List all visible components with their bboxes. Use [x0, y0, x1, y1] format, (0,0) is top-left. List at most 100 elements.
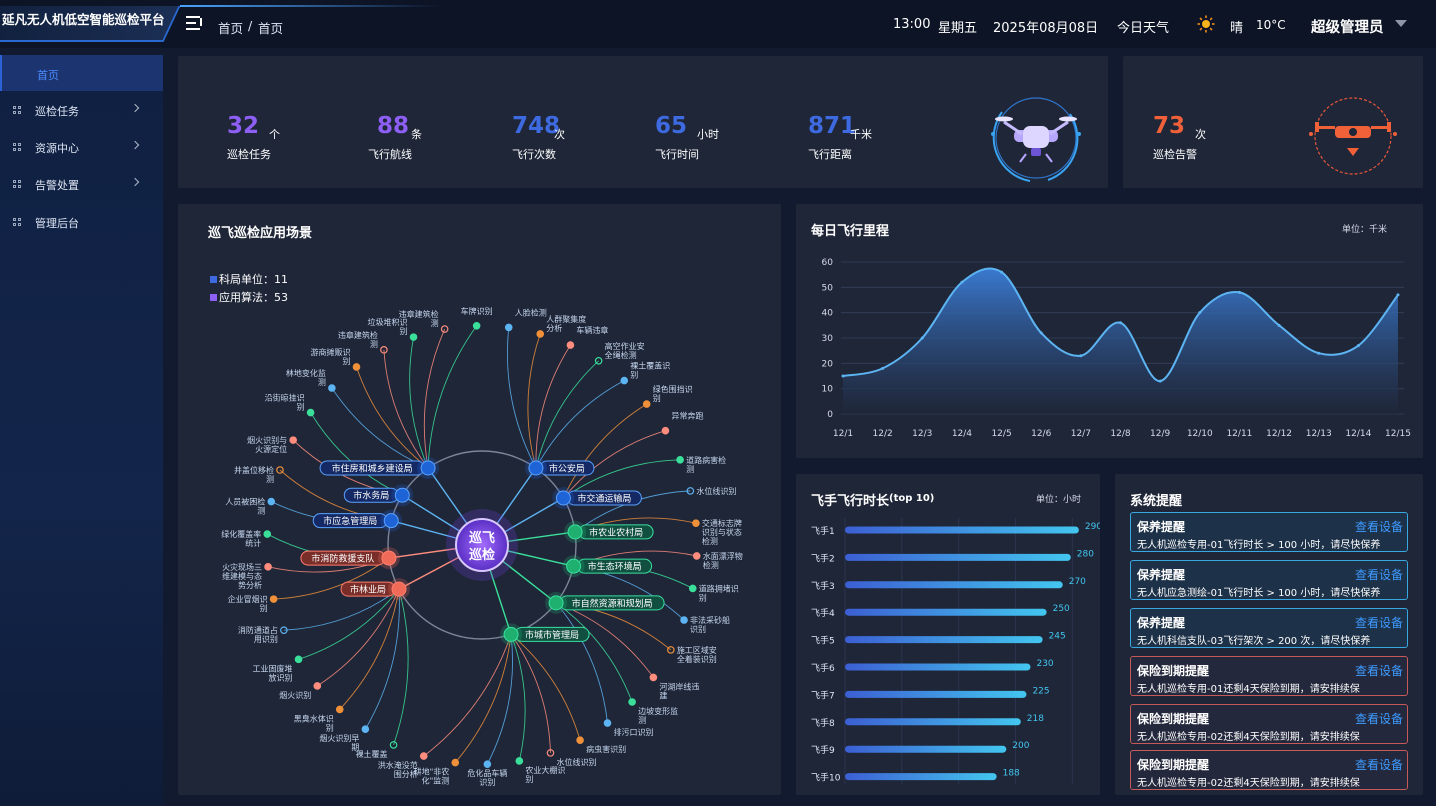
- algorithm-node[interactable]: [451, 758, 460, 767]
- algorithm-node[interactable]: [642, 400, 651, 408]
- algorithm-node[interactable]: [546, 749, 555, 757]
- sidebar-item-resource-center[interactable]: 资源中心: [0, 132, 163, 162]
- user-dropdown-caret-icon[interactable]: [1395, 20, 1407, 27]
- algorithm-node[interactable]: [692, 519, 700, 527]
- department-node[interactable]: [528, 460, 544, 476]
- algorithm-node[interactable]: [267, 497, 276, 506]
- breadcrumb-item[interactable]: 首页: [218, 21, 244, 36]
- mileage-panel: 每日飞行里程 单位：千米 0 10 20 30 40 50 60 12/1 12/2 12/3 12…: [796, 204, 1423, 458]
- center-node: [455, 518, 509, 572]
- view-device-link[interactable]: 查看设备: [1355, 664, 1404, 678]
- algorithm-label: 黑臭水体识别: [294, 713, 334, 732]
- alert-card: 保险到期提醒 查看设备 无人机巡检专用-02还剩4天保险到期，请安排续保: [1130, 750, 1408, 790]
- weather-label: 今日天气: [1117, 21, 1170, 36]
- sidebar-item-inspection-tasks[interactable]: 巡检任务: [0, 95, 163, 125]
- department-node[interactable]: [555, 490, 571, 506]
- department-node[interactable]: [420, 460, 436, 476]
- algorithm-node[interactable]: [603, 719, 612, 727]
- bar-value-label: 188: [1003, 769, 1020, 779]
- department-label: 市交通运输局: [577, 493, 631, 505]
- algorithm-label: 洪水淹没范围分析: [378, 760, 418, 779]
- algorithm-link: [409, 337, 429, 469]
- algorithm-node[interactable]: [419, 752, 428, 760]
- unit-note: 单位：千米: [1342, 225, 1388, 235]
- bar-category-label: 飞手3: [811, 580, 835, 592]
- department-node[interactable]: [391, 581, 407, 597]
- x-tick-label: 12/11: [1226, 429, 1252, 439]
- department-node[interactable]: [567, 524, 583, 540]
- algorithm-label: 林地变化监测: [286, 368, 326, 387]
- algorithm-node[interactable]: [269, 595, 278, 603]
- algorithm-node[interactable]: [389, 741, 398, 749]
- algorithm-node[interactable]: [352, 363, 361, 371]
- stat-value: 73: [1153, 113, 1186, 139]
- algorithm-node[interactable]: [289, 436, 297, 444]
- department-node[interactable]: [394, 487, 410, 503]
- department-node[interactable]: [566, 558, 582, 574]
- algorithm-node[interactable]: [440, 325, 449, 333]
- algorithm-node[interactable]: [594, 356, 603, 365]
- algorithm-label: 烟火识别: [279, 691, 311, 700]
- algorithm-node[interactable]: [483, 760, 492, 769]
- algorithm-node[interactable]: [515, 757, 524, 765]
- algorithm-node[interactable]: [294, 655, 303, 664]
- algorithm-node[interactable]: [264, 563, 272, 571]
- stat-unit: 千米: [850, 128, 872, 141]
- department-node[interactable]: [503, 626, 519, 642]
- department-node[interactable]: [548, 595, 564, 611]
- sidebar-item-label: 资源中心: [35, 142, 79, 155]
- algorithm-node[interactable]: [276, 466, 284, 474]
- alert-title: 保养提醒: [1137, 520, 1186, 534]
- stat-label: 飞行距离: [808, 148, 852, 161]
- algorithm-node[interactable]: [380, 346, 388, 354]
- sidebar-item-admin[interactable]: 管理后台: [0, 207, 163, 237]
- view-device-link[interactable]: 查看设备: [1355, 568, 1404, 582]
- algorithm-node[interactable]: [409, 333, 418, 341]
- bar-category-label: 飞手2: [811, 552, 835, 564]
- algorithm-label: 沿街晾挂识别: [265, 393, 305, 412]
- algorithm-node[interactable]: [692, 552, 701, 560]
- algorithm-node[interactable]: [306, 408, 315, 417]
- algorithm-node[interactable]: [263, 530, 272, 538]
- algorithm-node[interactable]: [688, 584, 697, 593]
- algorithm-node[interactable]: [328, 384, 336, 392]
- algorithm-node[interactable]: [280, 626, 288, 634]
- department-label: 市生态环境局: [588, 561, 642, 573]
- algorithm-node[interactable]: [536, 330, 545, 338]
- algorithm-node[interactable]: [361, 725, 370, 734]
- algorithm-node[interactable]: [661, 426, 670, 435]
- view-device-link[interactable]: 查看设备: [1355, 758, 1404, 772]
- algorithm-node[interactable]: [504, 323, 513, 332]
- department-node[interactable]: [383, 513, 399, 529]
- mileage-point: [1356, 344, 1360, 348]
- view-device-link[interactable]: 查看设备: [1355, 712, 1404, 726]
- view-device-link[interactable]: 查看设备: [1355, 520, 1404, 534]
- algorithm-node[interactable]: [686, 487, 695, 495]
- sidebar-item-alarm-handling[interactable]: 告警处置: [0, 169, 163, 199]
- department-node[interactable]: [381, 550, 397, 566]
- pilot-hours-bar-chart: 飞手1 290 飞手2 280 飞手3 270 飞手4 250 飞手5 245 飞手6 230 飞手7 2…: [811, 518, 1100, 784]
- algorithm-node[interactable]: [313, 682, 322, 690]
- algorithm-node[interactable]: [576, 736, 584, 744]
- alert-card: 保险到期提醒 查看设备 无人机巡检专用-02还剩4天保险到期，请安排续保: [1130, 704, 1408, 744]
- algorithm-node[interactable]: [620, 376, 629, 385]
- menu-toggle-icon[interactable]: [186, 15, 204, 31]
- algorithm-link: [563, 430, 666, 499]
- panel-title: 系统提醒: [1130, 494, 1183, 509]
- stat-label: 飞行时间: [655, 148, 699, 161]
- bar-category-label: 飞手8: [811, 717, 835, 729]
- algorithm-node[interactable]: [676, 456, 684, 464]
- algorithm-node[interactable]: [566, 341, 575, 349]
- bar-value-label: 230: [1036, 659, 1053, 669]
- algorithm-label: 车辆违章: [576, 325, 608, 335]
- view-device-link[interactable]: 查看设备: [1355, 616, 1404, 630]
- algorithm-node[interactable]: [628, 698, 636, 706]
- stat-value: 871: [808, 113, 857, 139]
- sidebar-item-home[interactable]: 首页: [0, 55, 163, 91]
- algorithm-node[interactable]: [649, 673, 658, 682]
- algorithm-node[interactable]: [335, 705, 344, 714]
- algorithm-node[interactable]: [667, 646, 675, 654]
- algorithm-node[interactable]: [680, 616, 688, 624]
- user-name[interactable]: 超级管理员: [1311, 20, 1384, 36]
- algorithm-node[interactable]: [472, 321, 481, 330]
